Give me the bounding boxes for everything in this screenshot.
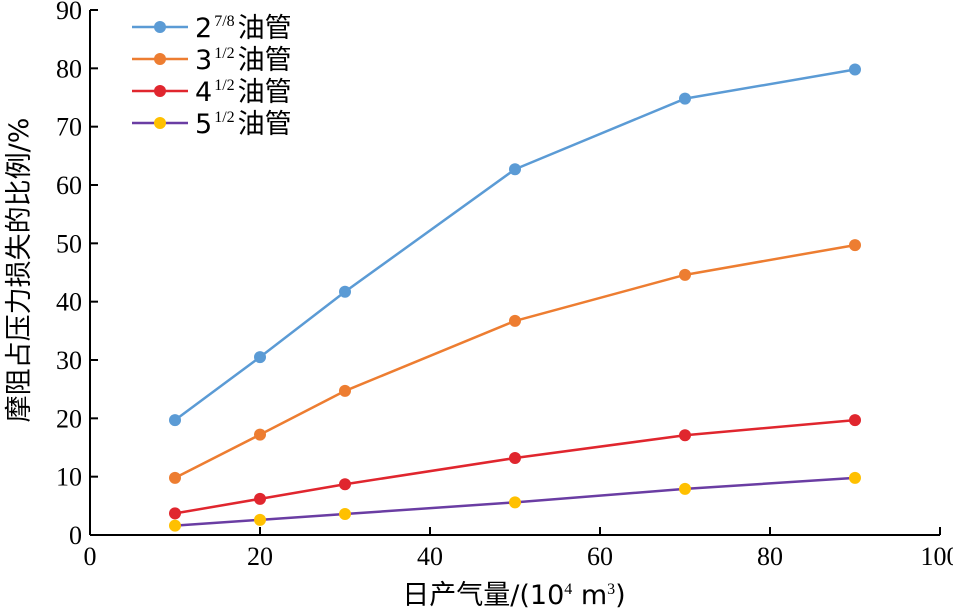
data-point xyxy=(849,414,861,427)
data-point xyxy=(679,268,691,281)
data-point xyxy=(254,428,266,441)
data-point xyxy=(679,429,691,442)
y-tick-label: 10 xyxy=(56,463,82,492)
x-tick-label: 100 xyxy=(921,542,953,571)
data-point xyxy=(169,519,181,532)
y-axis-title: 摩阻占压力损失的比例/% xyxy=(4,118,35,423)
data-point xyxy=(509,314,521,327)
x-tick-label: 60 xyxy=(587,542,613,571)
legend-label: 2 7/8 油管 xyxy=(195,13,292,44)
axes xyxy=(89,10,940,536)
data-point xyxy=(339,508,351,520)
legend-marker xyxy=(154,117,166,129)
legend-marker xyxy=(154,85,166,97)
series-line-1 xyxy=(174,68,856,422)
data-point xyxy=(169,471,181,484)
data-point xyxy=(169,507,181,520)
data-point xyxy=(169,414,181,427)
data-point xyxy=(849,239,861,252)
data-point xyxy=(509,452,521,464)
data-point xyxy=(339,478,351,491)
series-line-2 xyxy=(174,243,856,479)
x-ticks: 0 20 40 60 80 100 xyxy=(84,527,953,571)
x-tick-label: 80 xyxy=(757,542,783,571)
series-line-4 xyxy=(174,476,856,527)
legend: 2 7/8 油管3 1/2 油管4 1/2 油管5 1/2 油管 xyxy=(132,13,292,140)
x-tick-label: 40 xyxy=(417,542,443,571)
y-tick-label: 30 xyxy=(56,346,82,375)
y-tick-label: 50 xyxy=(56,229,82,258)
data-point xyxy=(509,163,521,176)
y-ticks: 0 10 20 30 40 50 60 70 80 90 xyxy=(56,0,98,550)
data-point xyxy=(254,513,266,526)
data-point xyxy=(254,492,266,505)
y-tick-label: 70 xyxy=(56,113,82,142)
legend-label: 4 1/2 油管 xyxy=(195,77,292,108)
data-point xyxy=(679,92,691,105)
x-tick-label: 0 xyxy=(84,542,97,571)
legend-marker xyxy=(154,53,166,65)
x-tick-label: 20 xyxy=(247,542,273,571)
data-point xyxy=(339,384,351,397)
y-tick-label: 40 xyxy=(56,288,82,317)
data-point xyxy=(849,63,861,76)
y-tick-label: 80 xyxy=(56,54,82,83)
y-tick-label: 20 xyxy=(56,404,82,433)
series-lines xyxy=(174,68,856,527)
data-point xyxy=(679,482,691,495)
data-point xyxy=(254,351,266,364)
series-markers xyxy=(169,63,861,532)
legend-label: 3 1/2 油管 xyxy=(195,45,292,76)
data-point xyxy=(339,285,351,298)
y-tick-label: 60 xyxy=(56,171,82,200)
legend-label: 5 1/2 油管 xyxy=(195,109,292,140)
data-point xyxy=(849,471,861,484)
y-tick-label: 90 xyxy=(56,0,82,25)
y-tick-label: 0 xyxy=(69,521,82,550)
series-line-3 xyxy=(174,418,856,515)
data-point xyxy=(509,496,521,509)
legend-marker xyxy=(154,21,166,33)
x-axis-title: 日产气量/(104 m3) xyxy=(402,580,625,611)
